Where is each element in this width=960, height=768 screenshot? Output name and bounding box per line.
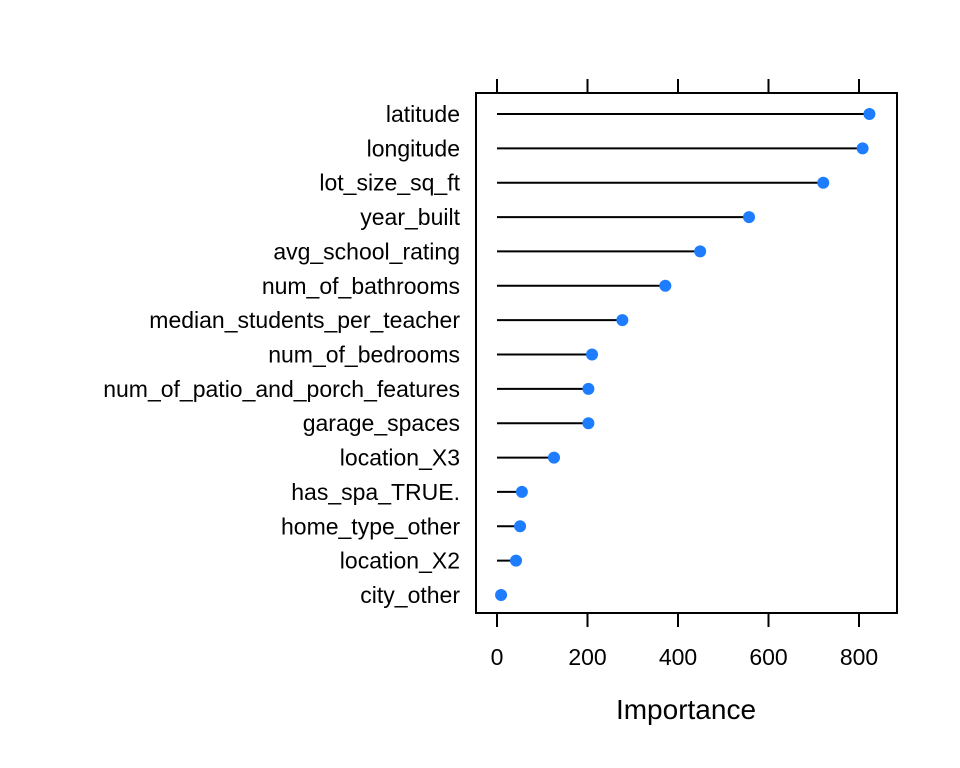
category-labels: latitude longitude lot_size_sq_ft year_buil… (103, 101, 460, 608)
data-point (582, 417, 595, 430)
data-point (659, 279, 672, 292)
category-label: location_X3 (340, 445, 460, 471)
data-point (514, 520, 527, 533)
category-label: num_of_bedrooms (268, 342, 460, 368)
top-ticks (496, 79, 860, 93)
x-axis-title: Importance (616, 694, 756, 725)
data-point (515, 485, 528, 498)
category-label: year_built (360, 204, 460, 230)
data-point (863, 108, 876, 120)
category-label: median_students_per_teacher (149, 307, 460, 333)
category-label: lot_size_sq_ft (319, 170, 460, 196)
lollipop-points (495, 108, 876, 601)
plot-frame (475, 92, 898, 614)
data-point (817, 176, 830, 189)
lollipop-segments (497, 113, 870, 596)
category-label: home_type_other (281, 513, 460, 539)
x-tick-label: 800 (840, 644, 878, 670)
bottom-ticks (496, 613, 860, 627)
data-point (616, 314, 629, 327)
category-label: garage_spaces (303, 410, 460, 436)
x-tick-label: 400 (659, 644, 697, 670)
category-label: num_of_bathrooms (262, 273, 460, 299)
data-point (510, 554, 523, 567)
category-label: longitude (367, 135, 460, 161)
data-point (586, 348, 599, 361)
category-label: avg_school_rating (273, 238, 460, 264)
x-tick-label: 0 (491, 644, 504, 670)
data-point (548, 451, 561, 464)
x-tick-label: 600 (749, 644, 787, 670)
data-point (694, 245, 707, 258)
category-label: has_spa_TRUE. (291, 479, 460, 505)
x-tick-label: 200 (568, 644, 606, 670)
data-point (743, 211, 756, 224)
category-label: latitude (386, 101, 460, 127)
category-label: city_other (360, 582, 460, 608)
data-point (582, 382, 595, 395)
data-point (495, 589, 508, 601)
category-label: num_of_patio_and_porch_features (103, 376, 460, 402)
data-point (856, 142, 869, 155)
x-tick-labels: 0 200 400 600 800 (491, 644, 879, 670)
category-label: location_X2 (340, 548, 460, 574)
